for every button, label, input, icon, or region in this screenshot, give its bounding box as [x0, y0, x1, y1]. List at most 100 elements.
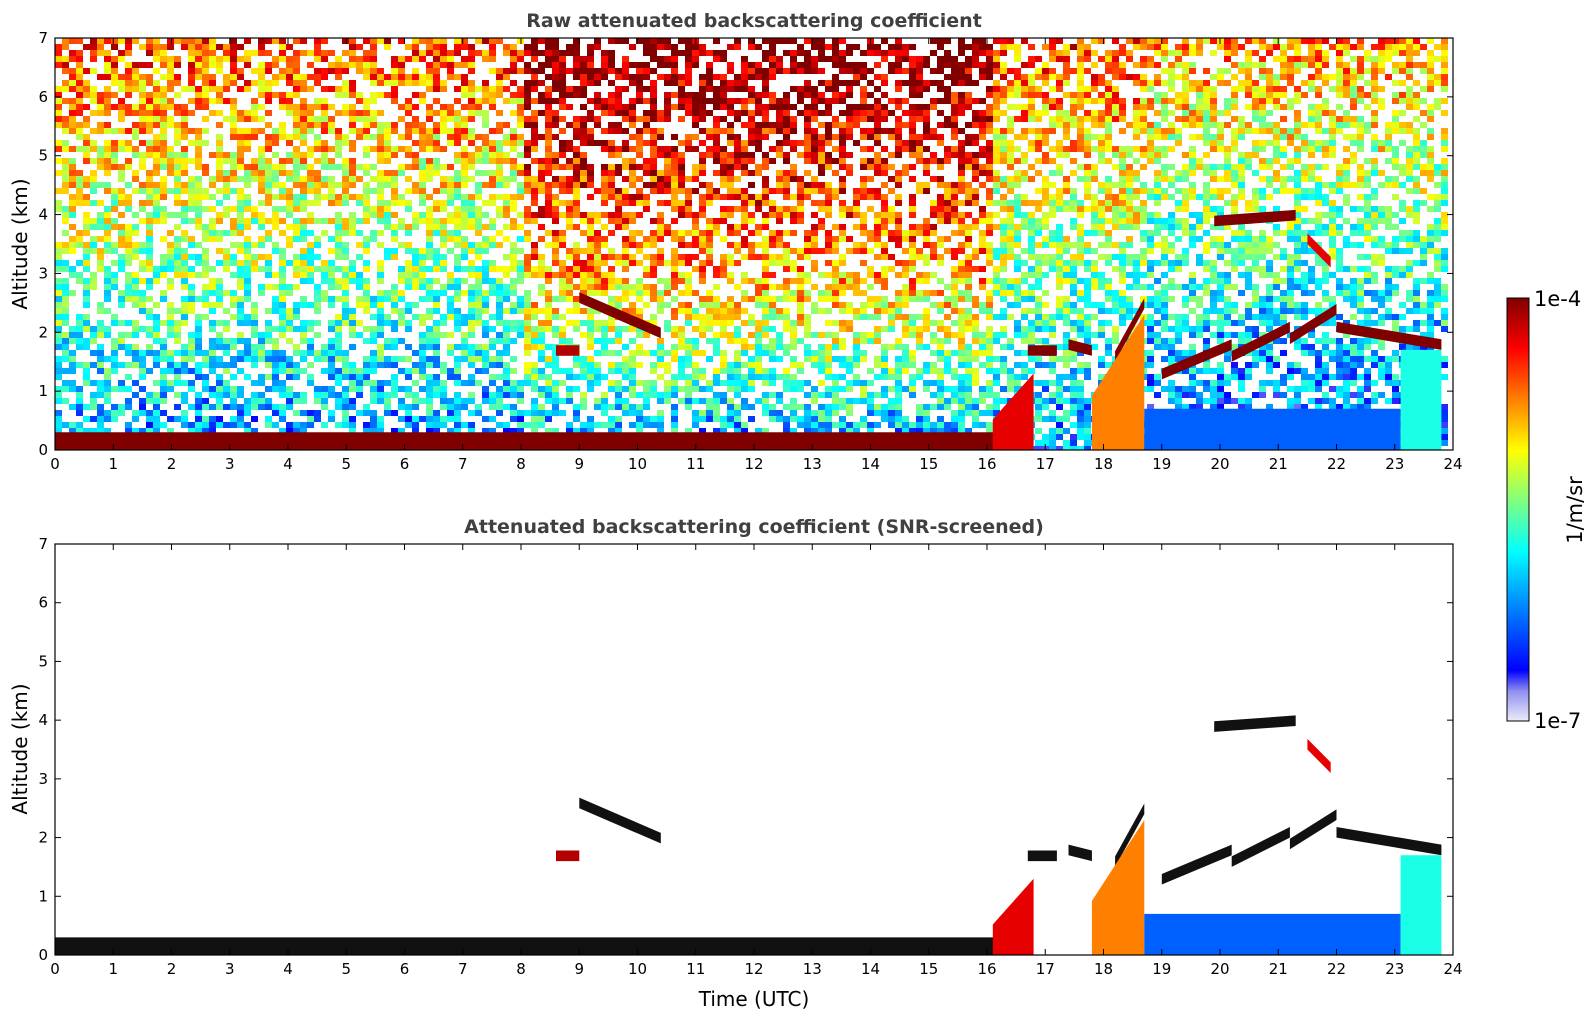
noise-cell — [741, 338, 748, 344]
noise-cell — [202, 50, 209, 56]
noise-cell — [580, 398, 587, 404]
noise-cell — [748, 362, 755, 368]
noise-cell — [251, 404, 258, 410]
noise-cell — [412, 212, 419, 218]
noise-cell — [132, 188, 139, 194]
noise-cell — [580, 140, 587, 146]
noise-cell — [419, 98, 426, 104]
noise-cell — [783, 248, 790, 254]
noise-cell — [573, 272, 580, 278]
noise-cell — [307, 176, 314, 182]
noise-cell — [349, 164, 356, 170]
noise-cell — [608, 164, 615, 170]
noise-cell — [489, 86, 496, 92]
noise-cell — [314, 398, 321, 404]
noise-cell — [755, 104, 762, 110]
noise-cell — [216, 284, 223, 290]
noise-cell — [349, 56, 356, 62]
noise-cell — [188, 44, 195, 50]
noise-cell — [762, 104, 769, 110]
noise-cell — [454, 182, 461, 188]
noise-cell — [762, 260, 769, 266]
noise-cell — [265, 254, 272, 260]
noise-cell — [181, 416, 188, 422]
noise-cell — [293, 206, 300, 212]
noise-cell — [279, 356, 286, 362]
noise-cell — [657, 134, 664, 140]
noise-cell — [384, 218, 391, 224]
noise-cell — [132, 320, 139, 326]
noise-cell — [62, 146, 69, 152]
noise-cell — [629, 302, 636, 308]
noise-cell — [643, 284, 650, 290]
noise-cell — [356, 368, 363, 374]
noise-cell — [818, 98, 825, 104]
noise-cell — [181, 320, 188, 326]
noise-cell — [475, 344, 482, 350]
noise-cell — [209, 110, 216, 116]
noise-cell — [286, 188, 293, 194]
noise-cell — [223, 380, 230, 386]
noise-cell — [447, 182, 454, 188]
noise-cell — [265, 422, 272, 428]
noise-cell — [489, 182, 496, 188]
noise-cell — [377, 332, 384, 338]
noise-cell — [769, 104, 776, 110]
noise-cell — [482, 344, 489, 350]
noise-cell — [237, 296, 244, 302]
noise-cell — [83, 212, 90, 218]
noise-cell — [699, 212, 706, 218]
noise-cell — [797, 278, 804, 284]
noise-cell — [188, 80, 195, 86]
noise-cell — [174, 92, 181, 98]
noise-cell — [188, 140, 195, 146]
noise-cell — [594, 236, 601, 242]
noise-cell — [321, 122, 328, 128]
noise-cell — [111, 38, 118, 44]
noise-cell — [139, 128, 146, 134]
noise-cell — [741, 272, 748, 278]
noise-cell — [825, 392, 832, 398]
noise-cell — [111, 44, 118, 50]
noise-cell — [601, 278, 608, 284]
noise-cell — [174, 380, 181, 386]
noise-cell — [706, 404, 713, 410]
noise-cell — [538, 254, 545, 260]
noise-cell — [685, 380, 692, 386]
noise-cell — [132, 74, 139, 80]
noise-cell — [825, 56, 832, 62]
noise-cell — [307, 254, 314, 260]
noise-cell — [237, 110, 244, 116]
noise-cell — [391, 212, 398, 218]
noise-cell — [692, 188, 699, 194]
noise-cell — [279, 392, 286, 398]
noise-cell — [699, 296, 706, 302]
noise-cell — [734, 146, 741, 152]
noise-cell — [811, 386, 818, 392]
noise-cell — [461, 404, 468, 410]
noise-cell — [580, 164, 587, 170]
noise-cell — [265, 80, 272, 86]
noise-cell — [146, 416, 153, 422]
noise-cell — [566, 386, 573, 392]
noise-cell — [636, 290, 643, 296]
noise-cell — [489, 242, 496, 248]
noise-cell — [524, 344, 531, 350]
noise-cell — [727, 158, 734, 164]
noise-cell — [720, 86, 727, 92]
noise-cell — [671, 206, 678, 212]
noise-cell — [825, 230, 832, 236]
noise-cell — [349, 374, 356, 380]
noise-cell — [489, 140, 496, 146]
noise-cell — [370, 326, 377, 332]
noise-cell — [391, 254, 398, 260]
noise-cell — [776, 116, 783, 122]
noise-cell — [713, 116, 720, 122]
noise-cell — [531, 398, 538, 404]
noise-cell — [272, 380, 279, 386]
noise-cell — [587, 422, 594, 428]
noise-cell — [832, 242, 839, 248]
noise-cell — [720, 260, 727, 266]
noise-cell — [454, 260, 461, 266]
noise-cell — [377, 242, 384, 248]
